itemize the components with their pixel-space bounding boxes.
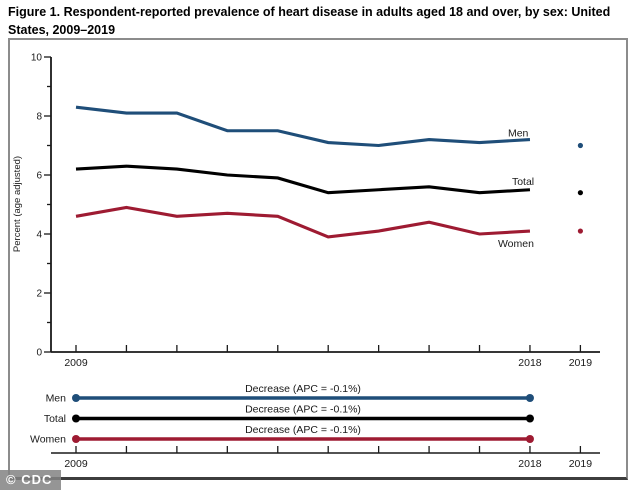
total-trend-end-dot — [525, 414, 534, 423]
total-series-label: Total — [512, 176, 534, 188]
men-trend-end-dot — [525, 394, 534, 402]
total-row-label: Total — [44, 413, 66, 425]
women-trend-end-dot — [525, 435, 534, 443]
y-axis-tick-label: 2 — [36, 289, 42, 300]
total-trend-start-dot — [72, 414, 80, 423]
panel-year-label: 2018 — [518, 458, 542, 470]
x-axis-year-label: 2018 — [518, 357, 542, 369]
men-row-label: Men — [46, 393, 67, 405]
panel-year-label: 2009 — [64, 458, 88, 470]
cdc-watermark: © CDC — [0, 470, 62, 490]
women-trend-start-dot — [72, 435, 80, 443]
y-axis-tick-label: 0 — [36, 348, 42, 359]
y-axis-tick-label: 10 — [31, 53, 43, 64]
total-line — [75, 164, 531, 195]
figure-title: Figure 1. Respondent-reported prevalence… — [8, 5, 611, 38]
x-axis-year-label: 2019 — [569, 357, 593, 369]
women-2019-point — [577, 228, 584, 234]
chart-canvas: 0 2 4 6 8 10 2009 2018 2019 Percent (age adjusted… — [12, 53, 600, 470]
y-axis-title: Percent (age adjusted) — [12, 156, 23, 252]
women-row-label: Women — [30, 434, 66, 446]
y-axis-tick-label: 4 — [36, 230, 42, 241]
panel-year-label: 2019 — [569, 458, 593, 470]
total-apc-annotation: Decrease (APC = -0.1%) — [245, 404, 361, 416]
y-axis-tick-label: 6 — [36, 171, 42, 182]
y-axis-tick-label: 8 — [36, 112, 42, 123]
women-apc-annotation: Decrease (APC = -0.1%) — [245, 424, 361, 436]
men-trend-start-dot — [72, 394, 80, 402]
women-series-label: Women — [498, 238, 534, 250]
men-apc-annotation: Decrease (APC = -0.1%) — [245, 383, 361, 395]
men-2019-point — [577, 142, 584, 149]
men-line — [75, 105, 531, 148]
men-series-label: Men — [508, 128, 529, 140]
women-line — [75, 205, 531, 239]
total-2019-point — [577, 190, 584, 196]
x-axis-year-label: 2009 — [64, 357, 88, 369]
